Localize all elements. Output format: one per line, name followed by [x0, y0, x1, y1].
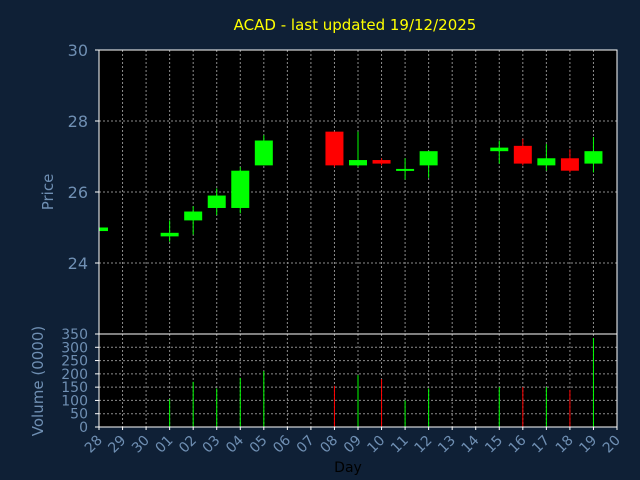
- candle-body: [160, 232, 179, 237]
- candle-18: [560, 149, 579, 173]
- candle-body: [584, 151, 603, 164]
- price-grid: [99, 50, 617, 334]
- candle-body: [184, 211, 203, 221]
- price-y-axis-label: Price: [39, 174, 57, 211]
- candle-body: [537, 158, 556, 166]
- candle-03: [207, 188, 226, 216]
- candle-01: [160, 220, 179, 242]
- candle-04: [231, 167, 250, 214]
- volume-y-tick-label: 150: [61, 380, 88, 396]
- candle-19: [584, 136, 603, 173]
- chart-title: ACAD - last updated 19/12/2025: [234, 16, 477, 34]
- candle-body: [560, 158, 579, 171]
- candle-05: [254, 135, 273, 166]
- volume-y-tick-label: 350: [61, 327, 88, 343]
- candle-body: [372, 160, 391, 164]
- volume-y-tick-label: 200: [61, 367, 88, 383]
- price-y-tick-label: 26: [68, 183, 88, 202]
- volume-y-tick-label: 100: [61, 393, 88, 409]
- candle-body: [254, 140, 273, 166]
- candle-15: [490, 140, 509, 164]
- volume-y-tick-label: 300: [61, 340, 88, 356]
- candle-body: [349, 160, 367, 166]
- volume-y-axis-label: Volume (0000): [29, 326, 47, 436]
- candle-body: [513, 145, 532, 164]
- candle-body: [325, 131, 344, 166]
- candle-body: [419, 151, 438, 166]
- candle-body: [396, 168, 415, 171]
- candle-08: [325, 131, 344, 168]
- candle-16: [513, 138, 532, 166]
- candle-12: [419, 151, 438, 178]
- volume-y-tick-label: 0: [79, 420, 88, 436]
- candle-17: [537, 144, 556, 171]
- candle-10: [372, 158, 391, 166]
- price-y-tick-label: 28: [68, 112, 88, 131]
- price-y-tick-label: 30: [68, 41, 88, 60]
- candle-body: [207, 195, 226, 208]
- candle-02: [184, 206, 203, 235]
- candle-body: [99, 227, 108, 232]
- candle-11: [396, 158, 415, 180]
- price-y-tick-label: 24: [68, 254, 88, 273]
- x-axis-label: Day: [334, 460, 362, 476]
- candle-09: [349, 131, 367, 168]
- volume-y-tick-label: 50: [70, 407, 88, 423]
- candlesticks: [98, 131, 603, 242]
- candle-body: [231, 170, 250, 208]
- candle-body: [490, 147, 509, 152]
- volume-bars: [169, 337, 594, 427]
- volume-y-tick-label: 250: [61, 354, 88, 370]
- price-y-ticks: 24 26 28 30: [68, 41, 99, 273]
